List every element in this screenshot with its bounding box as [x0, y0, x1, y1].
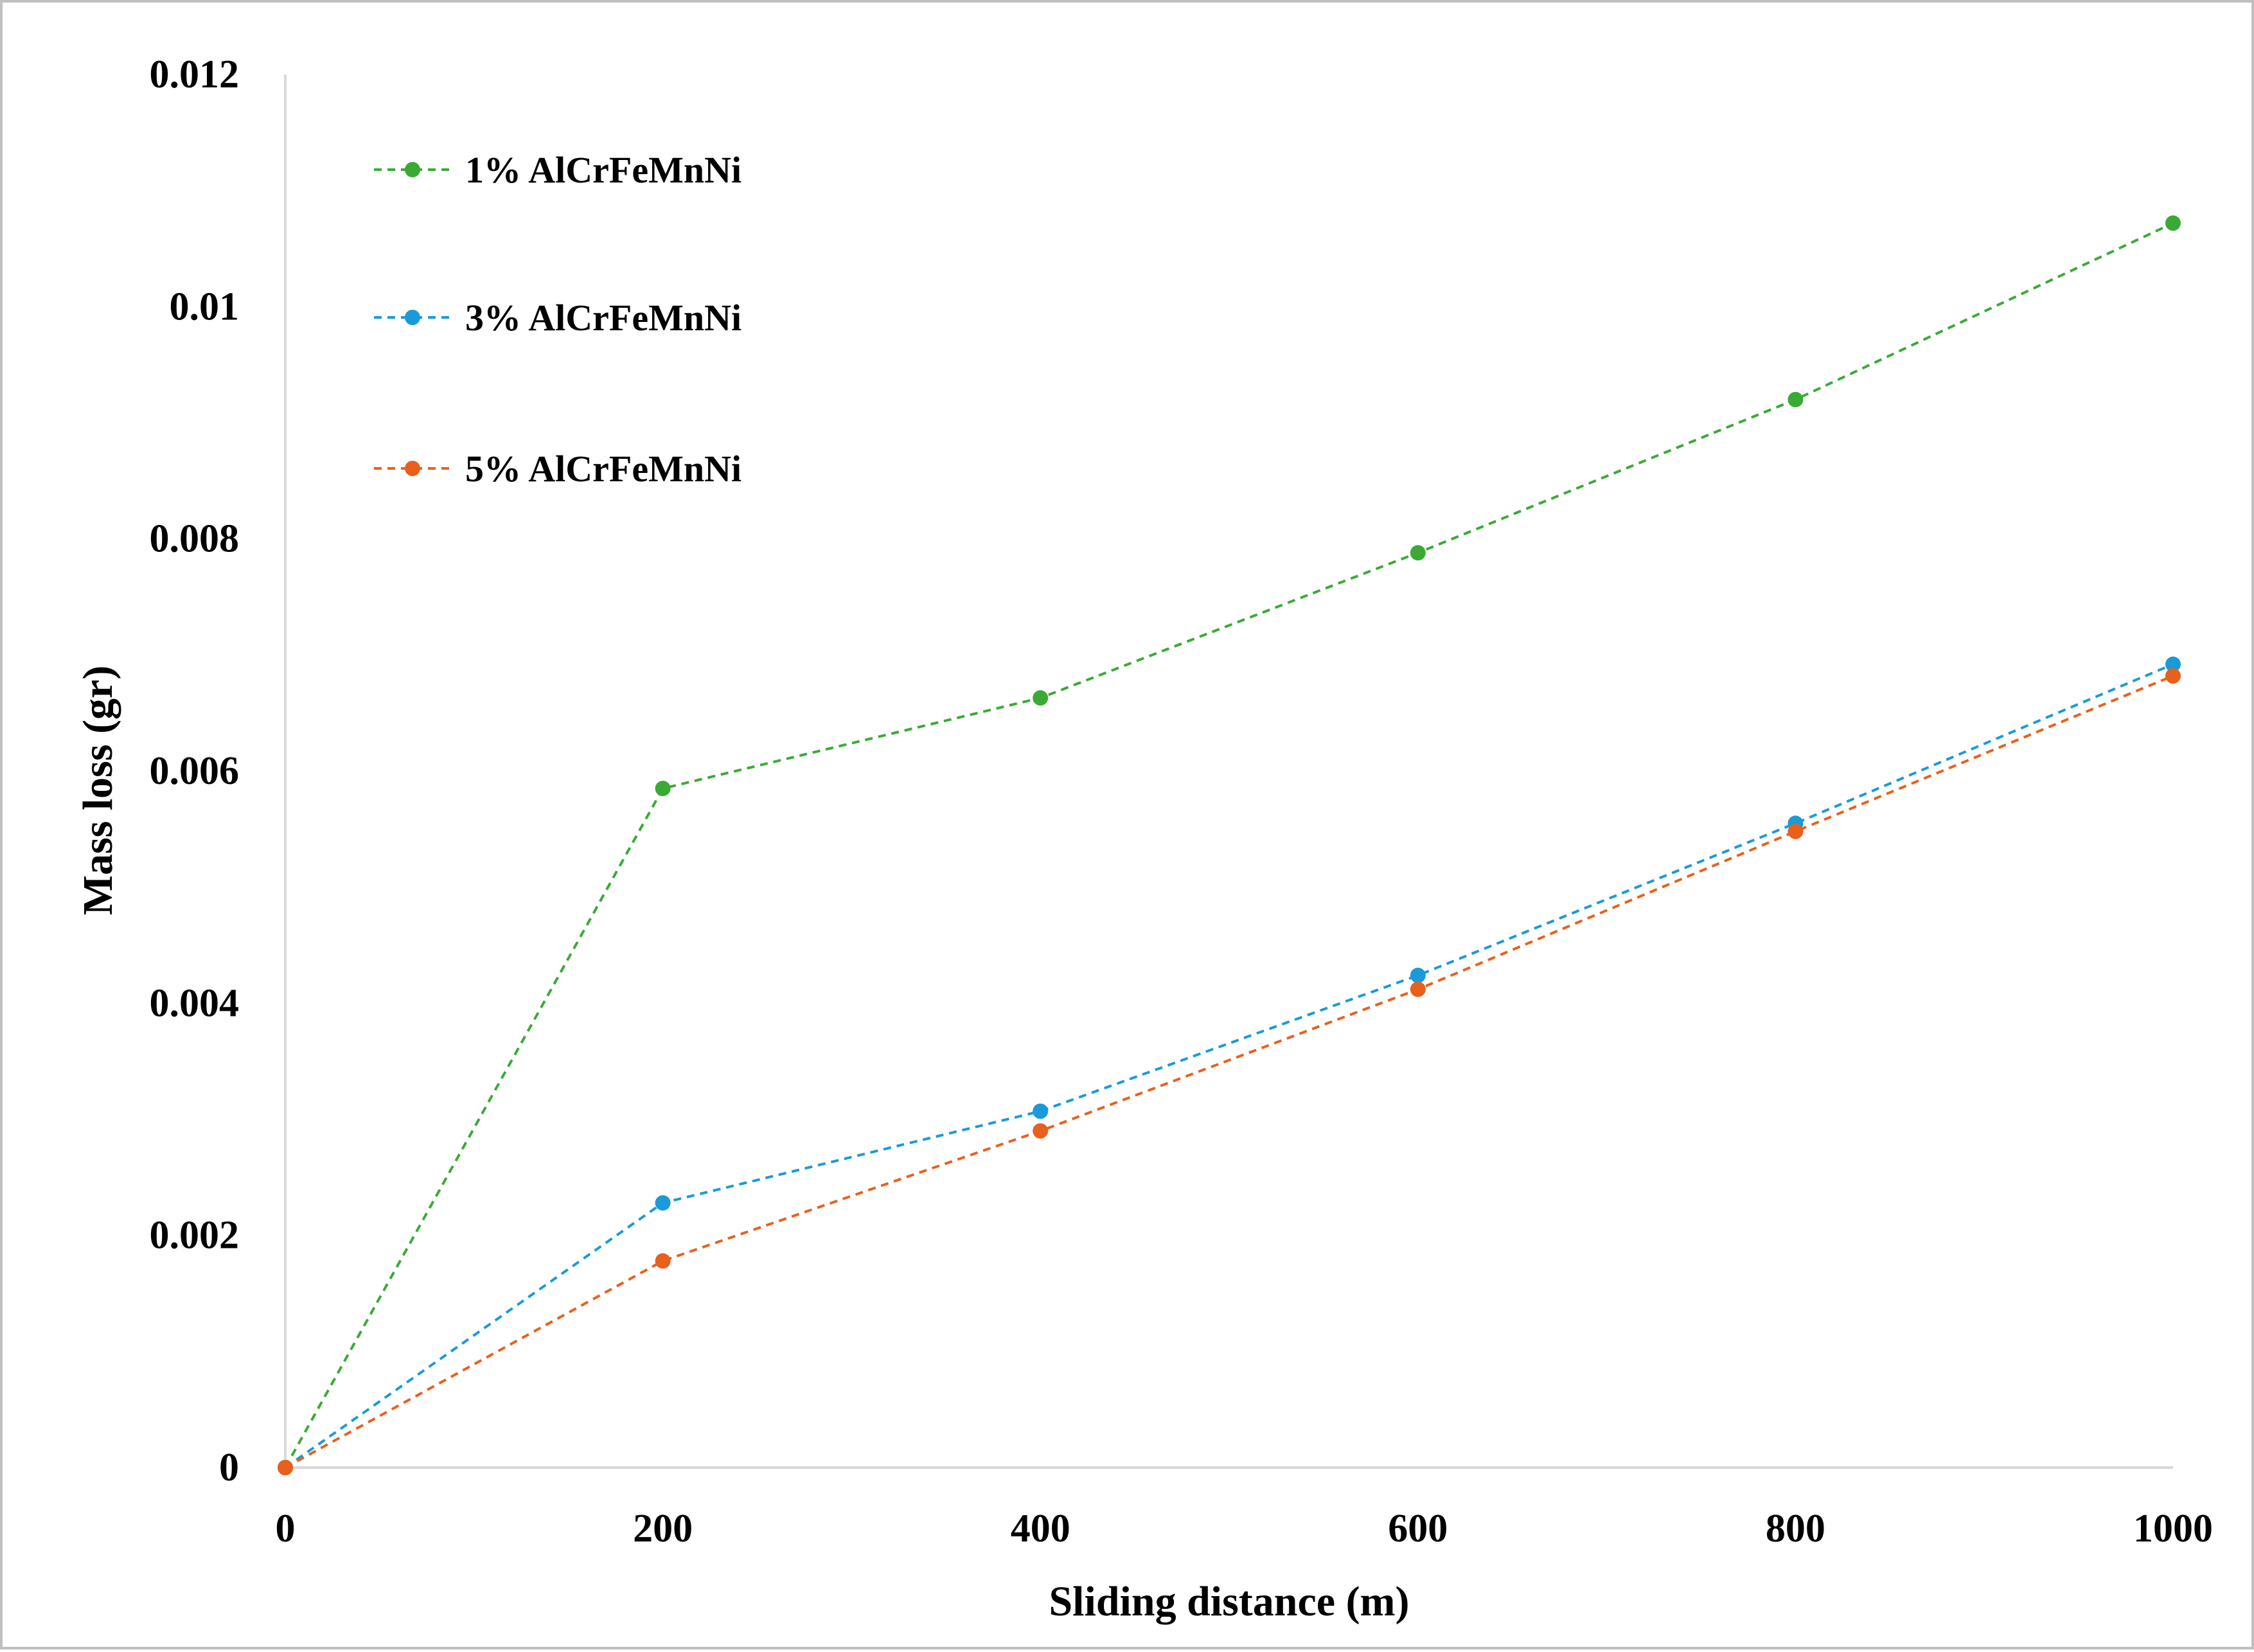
x-axis-title: Sliding distance (m) [1049, 1578, 1409, 1625]
axes [284, 75, 2173, 1469]
series-line [284, 222, 2174, 1468]
legend-marker [405, 461, 420, 476]
data-point [1788, 391, 1804, 407]
y-tick-label: 0.008 [150, 517, 240, 561]
legend: 1% AlCrFeMnNi 3% AlCrFeMnNi 5% AlCrFeMnNi [374, 149, 741, 490]
data-point [1788, 823, 1804, 839]
data-point [1410, 981, 1426, 997]
legend-marker [405, 310, 420, 325]
y-tick-label: 0 [219, 1446, 239, 1489]
line-chart: 0 0.002 0.004 0.006 0.008 0.01 0.012 0 200 400 60… [75, 53, 2214, 1625]
series-line [284, 662, 2174, 1469]
data-point [655, 1253, 671, 1269]
data-point [2165, 668, 2181, 684]
x-tick-label: 200 [633, 1507, 693, 1550]
y-axis-title: Mass loss (gr) [75, 666, 121, 916]
x-tick-label: 600 [1388, 1507, 1448, 1550]
series-line [285, 675, 2174, 1469]
y-tick-label: 0.012 [150, 53, 240, 96]
data-point [2165, 215, 2181, 231]
data-point [1033, 690, 1049, 706]
y-tick-labels: 0 0.002 0.004 0.006 0.008 0.01 0.012 [150, 53, 240, 1489]
y-tick-label: 0.004 [150, 981, 240, 1025]
x-tick-labels: 0 200 400 600 800 1000 [276, 1507, 2214, 1550]
data-point [655, 1195, 671, 1211]
x-tick-label: 0 [276, 1507, 296, 1550]
data-point [1033, 1103, 1049, 1119]
legend-marker [405, 162, 420, 177]
data-point [655, 781, 671, 797]
y-tick-label: 0.01 [170, 285, 240, 328]
data-point [2165, 656, 2181, 672]
series-points [278, 215, 2181, 1475]
y-tick-label: 0.002 [150, 1214, 240, 1257]
x-tick-label: 1000 [2133, 1507, 2213, 1550]
legend-label: 5% AlCrFeMnNi [465, 448, 741, 490]
data-point [1033, 1123, 1049, 1139]
legend-label: 3% AlCrFeMnNi [465, 297, 741, 339]
series-lines [284, 222, 2174, 1469]
data-point [1410, 967, 1426, 983]
data-point [278, 1460, 293, 1475]
data-point [1410, 545, 1426, 561]
legend-label: 1% AlCrFeMnNi [465, 149, 741, 191]
x-tick-label: 400 [1011, 1507, 1070, 1550]
y-tick-label: 0.006 [150, 749, 240, 793]
x-tick-label: 800 [1766, 1507, 1825, 1550]
